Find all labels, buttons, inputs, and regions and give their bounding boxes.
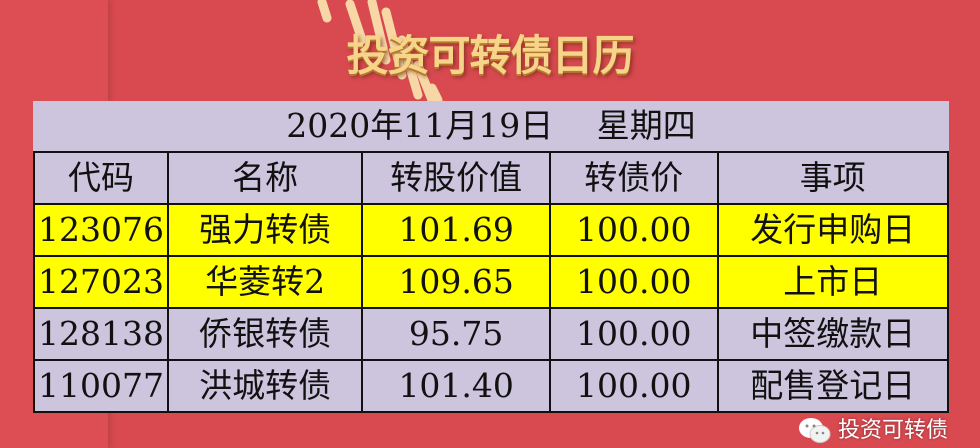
- bond-code: 110077: [33, 359, 169, 413]
- bond-code: 128138: [33, 307, 169, 361]
- bond-price: 100.00: [548, 255, 719, 309]
- event: 中签缴款日: [716, 307, 949, 361]
- event: 发行申购日: [716, 203, 949, 257]
- wechat-icon: [798, 418, 831, 443]
- bond-name: 强力转债: [166, 203, 364, 257]
- table-row: 128138 侨银转债 95.75 100.00 中签缴款日: [33, 307, 949, 361]
- watermark-text: 投资可转债: [837, 418, 948, 443]
- table-row: 127023 华菱转2 109.65 100.00 上市日: [33, 255, 949, 309]
- date-row: 2020年11月19日 星期四: [34, 101, 948, 153]
- page-title: 投资可转债日历: [346, 31, 634, 80]
- event: 上市日: [716, 255, 949, 309]
- table-row: 123076 强力转债 101.69 100.00 发行申购日: [33, 203, 949, 257]
- column-header: 名称: [166, 151, 364, 205]
- column-header: 事项: [716, 151, 949, 205]
- bond-name: 侨银转债: [166, 307, 364, 361]
- column-header: 转债价: [548, 151, 719, 205]
- convertible-bond-calendar-table: 2020年11月19日 星期四 代码 名称 转股价值 转债价 事项 123076…: [33, 101, 949, 413]
- bond-price: 100.00: [548, 203, 719, 257]
- conversion-value: 95.75: [361, 307, 551, 361]
- date-label: 2020年11月19日 星期四: [34, 101, 948, 153]
- bond-code: 123076: [33, 203, 169, 257]
- column-header: 转股价值: [361, 151, 551, 205]
- column-header: 代码: [33, 151, 169, 205]
- table-row: 110077 洪城转债 101.40 100.00 配售登记日: [33, 359, 949, 413]
- watermark: 投资可转债: [798, 417, 948, 445]
- conversion-value: 101.69: [361, 203, 551, 257]
- bond-code: 127023: [33, 255, 169, 309]
- bond-name: 华菱转2: [166, 255, 364, 309]
- conversion-value: 109.65: [361, 255, 551, 309]
- event: 配售登记日: [716, 359, 949, 413]
- bond-name: 洪城转债: [166, 359, 364, 413]
- conversion-value: 101.40: [361, 359, 551, 413]
- header-row: 代码 名称 转股价值 转债价 事项: [33, 151, 949, 205]
- bond-price: 100.00: [548, 359, 719, 413]
- bond-price: 100.00: [548, 307, 719, 361]
